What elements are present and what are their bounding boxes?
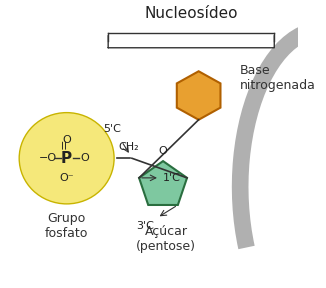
Text: Nucleosídeo: Nucleosídeo xyxy=(144,6,238,21)
Text: O⁻: O⁻ xyxy=(59,173,74,183)
Text: O: O xyxy=(159,146,168,156)
Text: 5'C: 5'C xyxy=(104,124,122,134)
Text: O: O xyxy=(81,153,89,163)
Text: P: P xyxy=(61,151,72,166)
Text: −O: −O xyxy=(39,153,57,163)
Text: 3'C: 3'C xyxy=(136,221,154,231)
Text: Grupo
fosfato: Grupo fosfato xyxy=(45,213,88,240)
Text: 1'C: 1'C xyxy=(163,173,181,183)
Text: CH₂: CH₂ xyxy=(119,142,139,152)
Polygon shape xyxy=(139,161,187,205)
Text: Açúcar
(pentose): Açúcar (pentose) xyxy=(136,225,196,253)
Text: =: = xyxy=(58,138,71,149)
Text: Base
nitrogenada: Base nitrogenada xyxy=(240,65,316,92)
Circle shape xyxy=(19,113,114,204)
Polygon shape xyxy=(177,71,220,120)
Text: O: O xyxy=(62,135,71,145)
